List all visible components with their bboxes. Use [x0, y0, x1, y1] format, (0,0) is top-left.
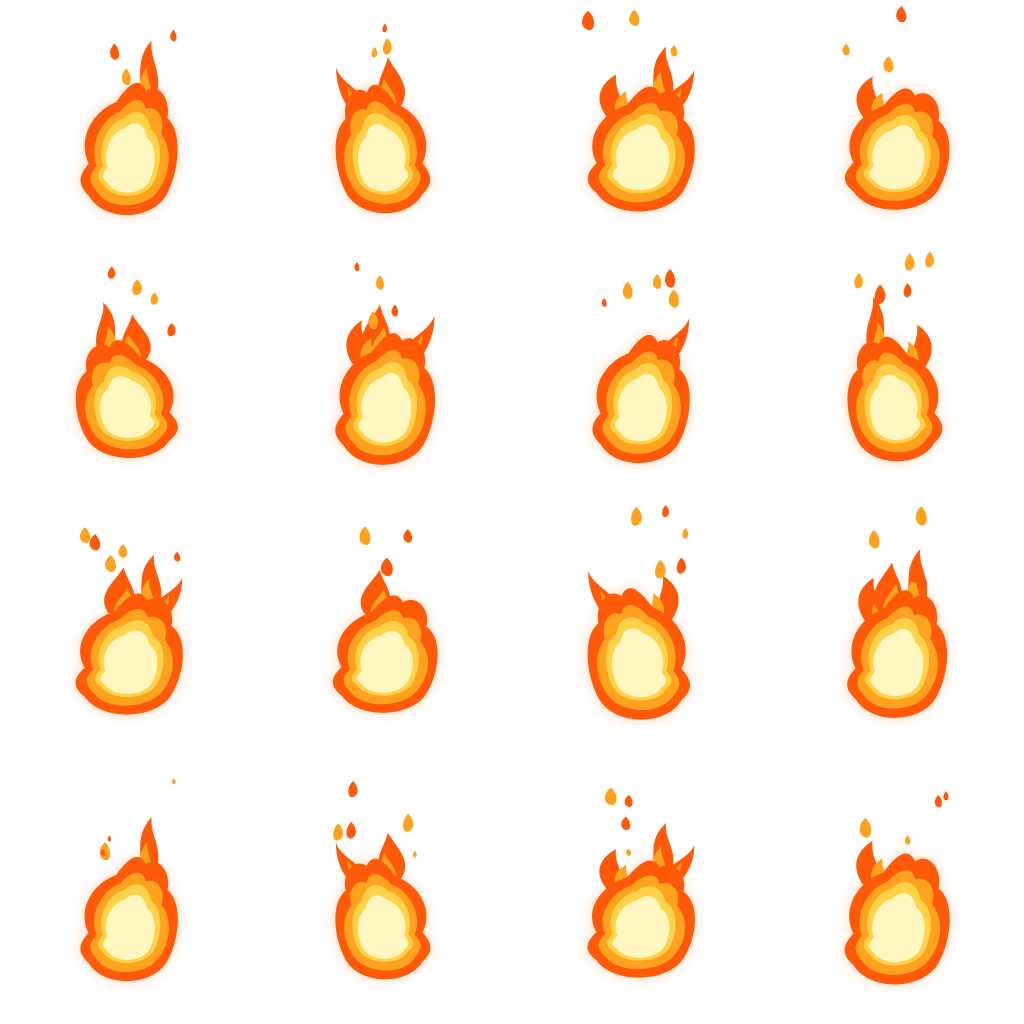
- spark: [859, 817, 872, 838]
- spark: [359, 528, 371, 546]
- spark: [662, 505, 670, 518]
- fire-frame-5: [75, 266, 178, 459]
- spark: [582, 10, 595, 31]
- flame-core: [869, 893, 925, 963]
- spark: [346, 822, 356, 839]
- fire-frame-3: [582, 9, 695, 212]
- spark: [624, 794, 633, 807]
- spark: [629, 9, 640, 26]
- spark: [99, 842, 111, 861]
- spark: [354, 262, 360, 272]
- fire-frame-2: [335, 23, 431, 214]
- spark: [842, 43, 850, 56]
- spark: [371, 46, 378, 58]
- spark: [403, 529, 413, 543]
- flame-core: [358, 373, 412, 443]
- spark: [868, 530, 880, 549]
- spark: [854, 272, 863, 289]
- spark: [107, 835, 112, 842]
- fire-frame-1: [80, 29, 178, 216]
- spark: [601, 298, 607, 307]
- spark: [333, 823, 344, 841]
- flame-core: [611, 628, 667, 698]
- spark: [174, 551, 181, 562]
- spark: [925, 251, 935, 268]
- spark: [622, 281, 633, 300]
- flame-core: [869, 125, 925, 190]
- fire-frame-12: [847, 506, 948, 718]
- fire-frame-7: [592, 269, 690, 464]
- fire-frame-6: [335, 262, 436, 465]
- spark: [676, 557, 687, 574]
- flame-core: [612, 896, 670, 958]
- spark: [167, 323, 176, 337]
- spark: [368, 311, 379, 330]
- spark: [121, 68, 131, 86]
- fire-frame-9: [75, 527, 183, 715]
- frames-layer: [75, 6, 950, 985]
- spark: [110, 43, 119, 60]
- spark: [172, 778, 176, 785]
- spark: [883, 56, 894, 73]
- spark: [655, 559, 666, 579]
- spark: [403, 813, 414, 832]
- spark: [79, 527, 91, 544]
- fire-frame-15: [587, 787, 696, 978]
- spark: [631, 506, 642, 526]
- spark: [904, 253, 915, 271]
- spark: [904, 835, 911, 845]
- spark: [910, 570, 917, 583]
- fire-frame-10: [332, 526, 438, 713]
- flame-core: [103, 123, 155, 193]
- flame-core: [870, 628, 924, 697]
- flame-core: [103, 894, 155, 960]
- flame-core: [870, 374, 921, 441]
- spark: [604, 787, 617, 806]
- spark: [382, 38, 392, 55]
- spark: [896, 6, 907, 23]
- spark: [170, 29, 177, 42]
- flame-core: [100, 630, 158, 694]
- flame-core: [357, 895, 409, 959]
- spark: [668, 289, 679, 308]
- spark: [382, 23, 388, 33]
- spark: [150, 292, 159, 305]
- spark: [653, 273, 662, 289]
- flame-core: [612, 124, 670, 191]
- spark: [391, 304, 399, 317]
- spark: [903, 283, 912, 298]
- spark: [874, 284, 886, 305]
- fire-frame-11: [587, 505, 691, 720]
- spark: [375, 275, 384, 290]
- spark: [101, 848, 106, 857]
- spark: [943, 791, 949, 801]
- spark: [934, 795, 942, 808]
- flame-core: [357, 631, 413, 693]
- spark: [626, 848, 631, 856]
- fire-frame-16: [844, 791, 950, 985]
- fire-frame-4: [842, 6, 950, 210]
- spark: [682, 528, 689, 539]
- spark: [670, 45, 678, 57]
- spark: [412, 850, 417, 858]
- spark: [89, 534, 101, 551]
- fire-frame-14: [333, 780, 431, 980]
- fire-frame-13: [80, 778, 178, 982]
- spark: [380, 557, 393, 577]
- spark: [348, 780, 358, 798]
- fire-frame-8: [847, 251, 943, 462]
- spark: [915, 506, 927, 526]
- spark: [118, 544, 128, 558]
- spark: [105, 555, 116, 573]
- flame-core: [358, 123, 409, 192]
- flame-core: [100, 375, 155, 438]
- spark: [132, 279, 143, 296]
- spark: [664, 269, 676, 288]
- flame-core: [615, 373, 667, 442]
- spark: [921, 577, 928, 587]
- spark: [621, 816, 631, 831]
- spark: [107, 266, 116, 279]
